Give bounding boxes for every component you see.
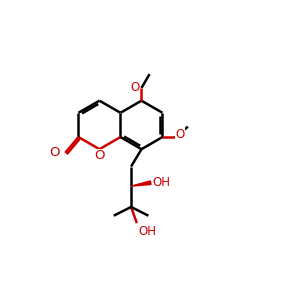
Polygon shape: [131, 181, 151, 186]
Text: O: O: [175, 128, 184, 141]
Text: OH: OH: [153, 176, 171, 189]
Text: O: O: [50, 146, 60, 159]
Text: OH: OH: [138, 225, 156, 238]
Text: O: O: [94, 149, 105, 162]
Text: O: O: [130, 82, 140, 94]
